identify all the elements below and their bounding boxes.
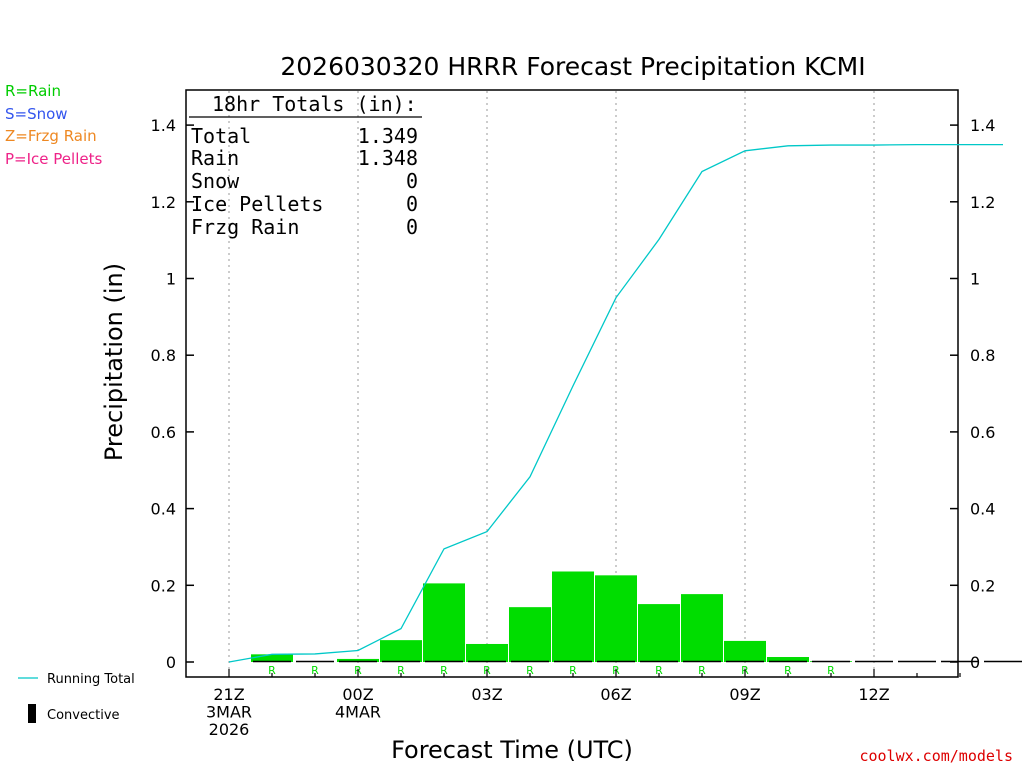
y-tick-label-left: 1: [166, 270, 176, 289]
totals-label-rain: Rain: [191, 146, 239, 170]
plot-frame: [185, 89, 959, 678]
x-tick-label: 06Z: [600, 685, 631, 704]
totals-value-total: 1.349: [358, 124, 418, 148]
precip-bar: [380, 640, 422, 662]
precip-type-marker: R: [784, 664, 792, 677]
legend-ice-pellets: P=Ice Pellets: [5, 150, 102, 168]
precip-bar: [251, 654, 293, 662]
x-tick-label: 09Z: [729, 685, 760, 704]
totals-box: 18hr Totals (in): Total 1.349 Rain 1.348…: [189, 92, 422, 239]
x-axis-title: Forecast Time (UTC): [391, 736, 633, 764]
totals-heading: 18hr Totals (in):: [212, 92, 417, 116]
totals-label-frzg-rain: Frzg Rain: [191, 215, 299, 239]
precip-type-marker: R: [268, 664, 276, 677]
precip-type-marker: R: [526, 664, 534, 677]
precip-bar: [595, 575, 637, 662]
y-tick-label-left: 0.2: [151, 576, 176, 595]
y-tick-label-left: 0.6: [151, 423, 176, 442]
precip-type-marker: R: [569, 664, 577, 677]
x-tick-label: 12Z: [858, 685, 889, 704]
y-tick-label-left: 0.4: [151, 500, 176, 519]
totals-label-snow: Snow: [191, 169, 240, 193]
y-tick-label-left: 0: [166, 653, 176, 672]
convective-legend-label: Convective: [47, 708, 120, 723]
running-total-series: [228, 144, 1003, 663]
y-tick-label-right: 0.6: [970, 423, 995, 442]
precip-bar: [724, 640, 766, 662]
hourly-bars: [251, 571, 1022, 663]
y-tick-label-left: 1.2: [151, 193, 176, 212]
y-tick-label-right: 1: [970, 270, 980, 289]
precip-bar: [509, 607, 551, 662]
y-axis-left: 0 0.2 0.4 0.6 0.8 1 1.2 1.4: [151, 116, 194, 672]
precip-type-marker: R: [397, 664, 405, 677]
totals-value-frzg-rain: 0: [406, 215, 418, 239]
precip-type-marker: R: [698, 664, 706, 677]
legend-rain: R=Rain: [5, 82, 61, 100]
x-tick-label: 2026: [209, 720, 250, 739]
y-tick-label-right: 1.2: [970, 193, 995, 212]
precip-type-marker: R: [655, 664, 663, 677]
y-tick-label-left: 0.8: [151, 346, 176, 365]
x-tick-label: 03Z: [471, 685, 502, 704]
precip-type-legend: R=Rain S=Snow Z=Frzg Rain P=Ice Pellets: [5, 82, 102, 168]
y-tick-label-right: 0.2: [970, 576, 995, 595]
convective-legend-swatch: [28, 704, 36, 723]
precip-bar: [466, 643, 508, 662]
precip-type-markers: RRRRRRRRRRRRRR: [268, 664, 835, 677]
precip-bar: [767, 657, 809, 662]
totals-value-snow: 0: [406, 169, 418, 193]
legend-snow: S=Snow: [5, 105, 68, 123]
y-axis-right: 0 0.2 0.4 0.6 0.8 1 1.2 1.4: [950, 116, 995, 672]
y-tick-label-right: 1.4: [970, 116, 995, 135]
precip-type-marker: R: [311, 664, 319, 677]
running-total-line: [228, 144, 1003, 663]
running-total-legend-label: Running Total: [47, 672, 135, 687]
vertical-gridlines: [228, 91, 875, 676]
precip-bar: [681, 594, 723, 662]
y-tick-label-left: 1.4: [151, 116, 176, 135]
y-tick-label-right: 0.8: [970, 346, 995, 365]
y-tick-label-right: 0.4: [970, 500, 995, 519]
x-tick-label: 00Z: [342, 685, 373, 704]
x-tick-label: 21Z: [213, 685, 244, 704]
totals-label-total: Total: [191, 124, 251, 148]
precip-bar: [638, 604, 680, 662]
totals-label-ice-pellets: Ice Pellets: [191, 192, 323, 216]
totals-value-rain: 1.348: [358, 146, 418, 170]
precip-bar: [337, 658, 379, 662]
x-tick-label: 3MAR: [206, 703, 252, 722]
legend-frzg-rain: Z=Frzg Rain: [5, 127, 97, 145]
precip-type-marker: R: [440, 664, 448, 677]
totals-value-ice-pellets: 0: [406, 192, 418, 216]
y-axis-title: Precipitation (in): [100, 263, 128, 461]
chart-title: 2026030320 HRRR Forecast Precipitation K…: [280, 52, 865, 81]
credit-text: coolwx.com/models: [859, 747, 1013, 765]
y-tick-label-right: 0: [970, 653, 980, 672]
precip-bar: [423, 583, 465, 662]
x-tick-label: 4MAR: [335, 703, 381, 722]
precip-bar: [552, 571, 594, 662]
precip-type-marker: R: [827, 664, 835, 677]
